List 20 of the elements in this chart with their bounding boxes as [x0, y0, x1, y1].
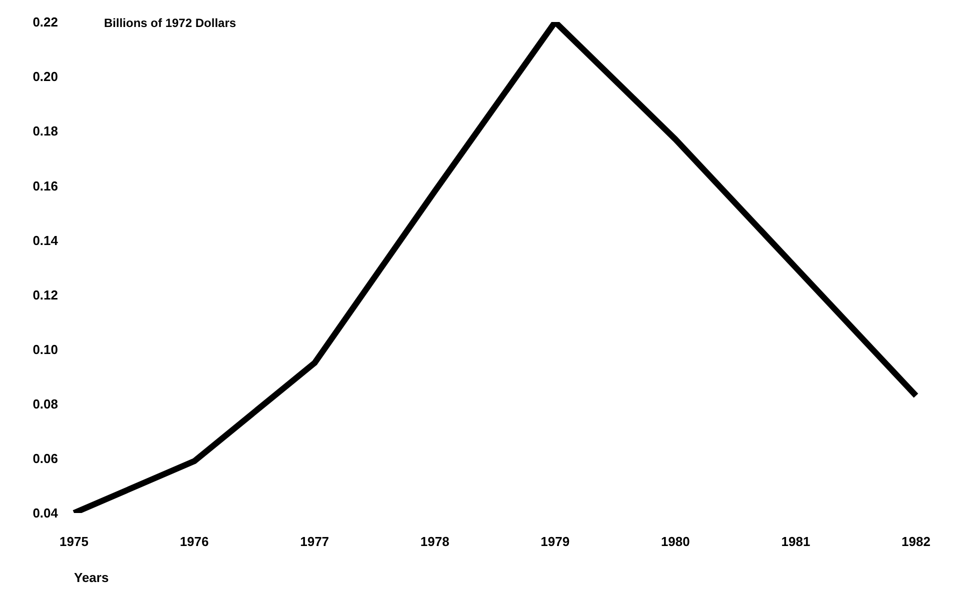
- x-tick-label: 1980: [660, 534, 690, 550]
- x-tick-label: 1977: [300, 534, 330, 550]
- x-tick-label: 1982: [902, 534, 930, 550]
- y-tick-label: 0.12: [32, 287, 58, 302]
- y-tick-label: 0.18: [32, 124, 58, 139]
- y-tick-label: 0.08: [32, 396, 58, 412]
- x-tick-label: 1979: [540, 534, 570, 550]
- x-axis-title: Years: [74, 570, 109, 585]
- y-tick-label: 0.10: [32, 342, 58, 357]
- x-tick-label: 1976: [180, 534, 209, 550]
- x-tick-label: 1981: [781, 534, 810, 550]
- y-tick-label: 0.16: [32, 178, 58, 194]
- y-tick-label: 0.22: [32, 14, 58, 30]
- y-tick-label: 0.04: [32, 506, 59, 521]
- y-tick-label: 0.14: [32, 232, 59, 248]
- y-tick-label: 0.20: [32, 69, 58, 84]
- x-tick-label: 1978: [420, 534, 450, 550]
- y-tick-label: 0.06: [32, 451, 58, 466]
- y-axis-title: Billions of 1972 Dollars: [104, 16, 236, 30]
- x-tick-label: 1975: [60, 534, 88, 550]
